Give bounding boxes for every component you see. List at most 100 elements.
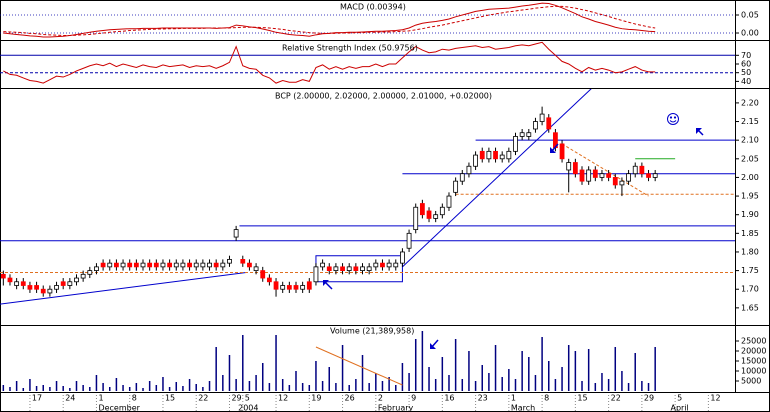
volume-bar — [69, 388, 71, 391]
volume-bar — [395, 385, 397, 391]
candle-body — [14, 281, 20, 286]
volume-bar — [288, 385, 291, 391]
line — [3, 5, 656, 37]
volume-bar — [341, 345, 344, 391]
candle-body — [393, 262, 399, 268]
volume-bar — [488, 373, 490, 391]
candle-body — [40, 288, 46, 294]
x-tick-label: 22 — [198, 394, 208, 403]
price-title: BCP (2.00000, 2.02000, 2.00000, 2.01000,… — [275, 92, 492, 101]
arrow-head — [696, 128, 702, 134]
x-month-label: March — [511, 404, 535, 412]
y-tick-label: 1.85 — [741, 229, 759, 238]
candle-body — [479, 150, 485, 160]
vol-panel — [2, 331, 656, 391]
volume-bar — [42, 385, 44, 391]
volume-bar — [494, 345, 497, 391]
y-tick-label: 1.65 — [741, 303, 759, 312]
y-tick-label: 1.70 — [741, 285, 759, 294]
volume-bar — [508, 369, 510, 391]
candle-body — [486, 150, 492, 160]
x-tick-label: 26 — [345, 394, 355, 403]
y-tick-label: 10000 — [741, 367, 766, 376]
candle-body — [286, 285, 292, 290]
candle-body — [419, 203, 425, 216]
y-tick-label: 1.75 — [741, 266, 759, 275]
candle-body — [466, 165, 472, 175]
candle-body — [446, 195, 452, 208]
volume-bar — [301, 383, 304, 391]
volume-bar — [574, 351, 577, 391]
volume-bar — [348, 385, 350, 391]
candle-body — [586, 169, 592, 182]
volume-title: Volume (21,389,958) — [330, 327, 414, 336]
volume-bar — [115, 378, 118, 391]
candle-body — [459, 173, 465, 182]
volume-bar — [102, 383, 104, 391]
volume-bar — [95, 375, 98, 391]
candle-body — [133, 262, 139, 268]
candle-body — [626, 173, 631, 182]
candle-body — [433, 214, 439, 219]
volume-bar — [215, 347, 217, 391]
volume-bar — [408, 373, 410, 391]
volume-bar — [448, 375, 450, 391]
candle-body — [94, 266, 99, 271]
candle-body — [153, 262, 159, 268]
volume-bar — [474, 381, 477, 391]
volume-bar — [388, 377, 390, 391]
candle-body — [652, 173, 658, 178]
volume-bar — [295, 371, 297, 391]
candle-body — [340, 266, 345, 271]
volume-bar — [89, 387, 91, 391]
candle-body — [346, 266, 352, 271]
candle-body — [566, 162, 572, 171]
y-tick-label: 25000 — [741, 337, 766, 346]
line — [0, 271, 247, 305]
candle-body — [300, 285, 306, 290]
y-tick-label: 0.00 — [741, 29, 759, 38]
volume-bar — [142, 388, 144, 391]
candle-body — [127, 262, 133, 268]
candle-body — [160, 262, 166, 268]
x-tick-label: 29 — [231, 394, 241, 403]
candle-body — [453, 180, 459, 193]
y-tick-label: 2.15 — [741, 117, 759, 126]
candle-body — [87, 270, 93, 275]
x-tick-label: 29 — [644, 394, 654, 403]
candle-body — [400, 251, 405, 264]
macd-title: MACD (0.00394) — [340, 3, 406, 12]
x-month-label: February — [378, 404, 414, 412]
candle-body — [213, 262, 219, 268]
volume-bar — [634, 353, 636, 391]
volume-bar — [355, 379, 357, 391]
x-tick-label: 9 — [411, 394, 416, 403]
candle-body — [526, 132, 532, 137]
x-tick-label: 8 — [544, 394, 549, 403]
volume-bar — [148, 381, 151, 391]
x-tick-label: 12 — [710, 394, 720, 403]
candle-body — [599, 173, 605, 178]
volume-bar — [2, 385, 5, 391]
candle-body — [533, 121, 538, 130]
volume-bar — [62, 386, 64, 391]
x-tick-label: 15 — [165, 394, 175, 403]
volume-bar — [308, 385, 311, 391]
candle-body — [426, 210, 432, 219]
line — [402, 88, 593, 268]
x-tick-label: 15 — [577, 394, 587, 403]
x-tick-label: 19 — [311, 394, 321, 403]
volume-bar — [594, 383, 597, 391]
candle-body — [207, 262, 212, 268]
y-tick-label: 1.80 — [741, 247, 759, 256]
line — [561, 143, 649, 197]
candle-body — [140, 262, 146, 268]
volume-bar — [461, 379, 464, 391]
candle-body — [646, 173, 651, 178]
candle-body — [366, 266, 372, 271]
volume-bar — [414, 339, 417, 391]
volume-bar — [528, 357, 530, 391]
volume-bar — [361, 355, 364, 391]
volume-bar — [421, 331, 424, 391]
